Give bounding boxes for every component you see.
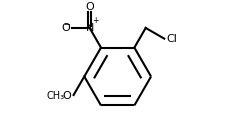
Text: O: O bbox=[61, 23, 70, 33]
Text: O: O bbox=[63, 91, 71, 101]
Text: O: O bbox=[85, 2, 94, 12]
Text: Cl: Cl bbox=[166, 34, 176, 44]
Text: +: + bbox=[92, 16, 98, 25]
Text: N: N bbox=[85, 23, 93, 33]
Text: CH₃: CH₃ bbox=[46, 91, 64, 101]
Text: −: − bbox=[63, 21, 69, 30]
